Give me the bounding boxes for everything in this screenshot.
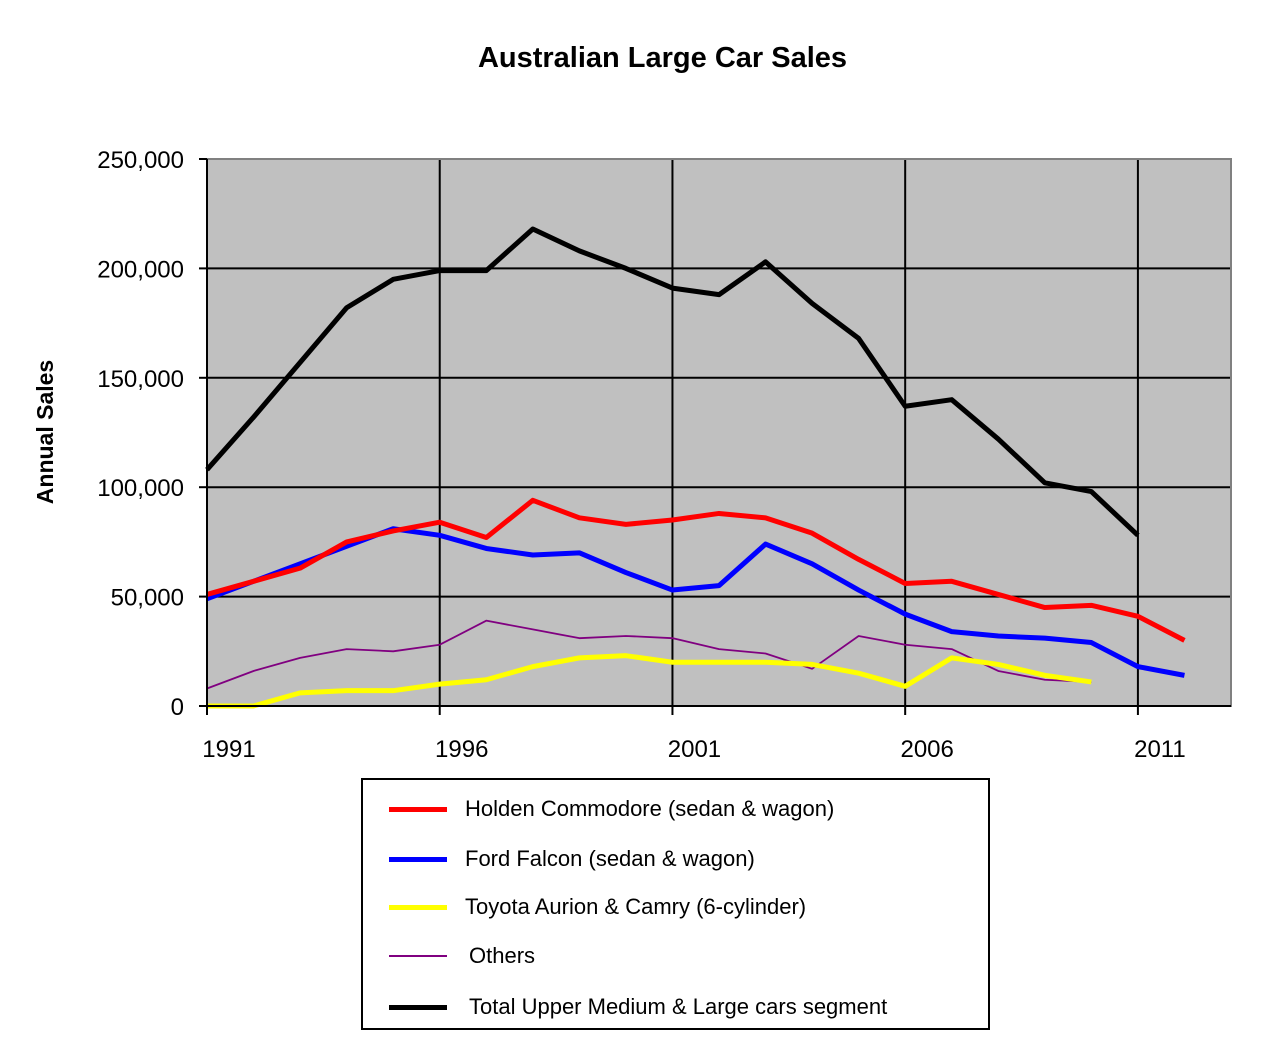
legend-label: Total Upper Medium & Large cars segment — [469, 994, 888, 1019]
y-tick-label: 200,000 — [97, 256, 184, 283]
legend-swatch — [389, 904, 447, 910]
legend-item: Toyota Aurion & Camry (6-cylinder) — [389, 892, 806, 922]
y-tick-label: 100,000 — [97, 475, 184, 502]
y-axis-label: Annual Sales — [32, 360, 58, 504]
series-line-holden-commodore-sedan-wagon — [206, 497, 1186, 643]
series-line-others — [206, 619, 1092, 690]
y-tick-label: 0 — [171, 694, 184, 721]
legend-label: Toyota Aurion & Camry (6-cylinder) — [465, 894, 807, 919]
legend-swatch — [389, 955, 447, 957]
x-tick-label: 2011 — [1134, 736, 1186, 763]
legend-label: Others — [469, 943, 536, 968]
x-tick-label: 1996 — [435, 736, 488, 763]
legend-swatch — [389, 856, 447, 862]
chart-title: Australian Large Car Sales — [477, 42, 848, 74]
series-line-total-upper-medium-large-cars-segment — [205, 226, 1140, 538]
y-tick-label: 250,000 — [97, 147, 184, 174]
x-tick-label: 2001 — [668, 736, 721, 763]
x-tick-label: 1991 — [202, 736, 255, 763]
legend-swatch — [389, 1004, 447, 1010]
y-tick-label: 150,000 — [97, 366, 184, 393]
legend-item: Total Upper Medium & Large cars segment — [389, 992, 887, 1022]
chart-legend: Holden Commodore (sedan & wagon) Ford Fal… — [361, 778, 990, 1030]
axes: 0 50,000 100,000 150,000 200,000 250,000 1991 1… — [97, 147, 1231, 763]
legend-item: Ford Falcon (sedan & wagon) — [389, 844, 755, 874]
y-tick-label: 50,000 — [111, 585, 184, 612]
series-line-toyota-aurion-camry-6-cylinder — [207, 653, 1092, 709]
legend-label: Ford Falcon (sedan & wagon) — [465, 846, 755, 871]
x-tick-label: 2006 — [900, 736, 953, 763]
legend-item: Holden Commodore (sedan & wagon) — [389, 794, 834, 824]
plot-area — [207, 159, 1231, 706]
series-lines — [205, 226, 1186, 709]
legend-label: Holden Commodore (sedan & wagon) — [465, 796, 835, 821]
legend-swatch — [389, 806, 447, 812]
legend-item: Others — [389, 941, 535, 971]
